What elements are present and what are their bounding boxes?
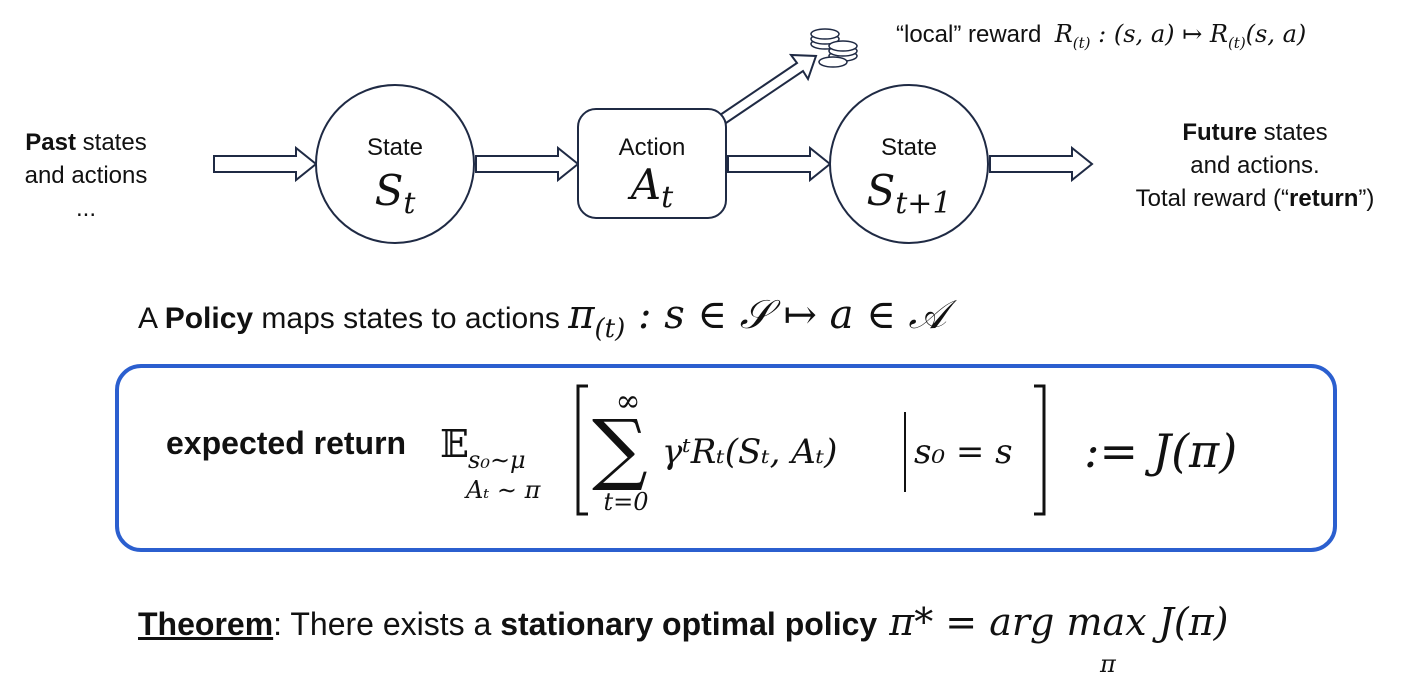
state-t-symbol: St — [374, 166, 416, 221]
sum-symbol: ∑ — [592, 404, 648, 494]
reward-formula: R(t) : (s, a) ↦ R(t)(s, a) — [1054, 20, 1307, 52]
policy-bold: Policy — [164, 302, 254, 335]
action-t-box — [577, 108, 727, 219]
sum-upper: ∞ — [615, 384, 641, 419]
policy-formula: π(t) : s ∈ 𝒮 ↦ a ∈ 𝒜 — [568, 292, 947, 344]
past-line1-rest: states — [76, 129, 147, 156]
theorem-bold: stationary optimal policy — [500, 606, 878, 642]
arrow-action-to-state — [727, 145, 832, 183]
expected-return-label: expected return — [166, 425, 407, 461]
policy-definition: A Policy maps states to actions π(t) : s… — [138, 292, 946, 344]
policy-text: maps states to actions — [253, 302, 569, 335]
local-reward-label: “local” reward — [896, 21, 1042, 48]
future-line3: Total reward (“return”) — [1135, 185, 1375, 212]
future-text: Future states and actions. Total reward … — [1110, 116, 1400, 215]
sum-lower: t=0 — [603, 488, 649, 516]
local-reward-text: “local” reward R(t) : (s, a) ↦ R(t)(s, a… — [896, 20, 1306, 52]
action-t-label: Action — [618, 134, 686, 161]
expected-return-box — [115, 364, 1337, 552]
state-t-label: State — [366, 134, 424, 161]
expectation-sub1: s₀∼μ — [468, 446, 526, 474]
argmax-sub: π — [1100, 650, 1116, 678]
past-text: Past states and actions ... — [6, 126, 166, 225]
past-bold: Past — [25, 129, 76, 156]
mdp-diagram: Past states and actions ... State St Act… — [0, 0, 1405, 270]
future-bold: Future — [1182, 119, 1257, 146]
coins-icon — [810, 28, 858, 68]
theorem-math: π* = arg max J(π) — [877, 600, 1229, 644]
past-line3: ... — [75, 195, 96, 222]
arrow-action-to-reward — [718, 53, 818, 125]
state-t1-label: State — [880, 134, 938, 161]
diagram-shapes — [213, 28, 1094, 244]
future-line1-rest: states — [1256, 119, 1328, 146]
arrow-state-to-future — [989, 145, 1094, 183]
definition: := J(π) — [1084, 424, 1238, 478]
arrow-state-to-action — [475, 145, 580, 183]
theorem-line: Theorem: There exists a stationary optim… — [138, 600, 1229, 644]
state-t-circle — [315, 84, 475, 244]
expectation-sub2: Aₜ ∼ π — [466, 476, 541, 504]
theorem-colon: : There exists a — [273, 606, 501, 642]
condition: s₀ = s — [914, 432, 1013, 472]
state-t1-symbol: St+1 — [866, 166, 952, 221]
arrow-past-to-state — [213, 145, 318, 183]
theorem-label: Theorem — [138, 606, 274, 642]
expectation-symbol: 𝔼 — [440, 422, 469, 466]
action-t-symbol: At — [630, 160, 674, 215]
summand: γᵗRₜ(Sₜ, Aₜ) — [662, 432, 838, 472]
state-t1-circle — [829, 84, 989, 244]
future-line2: and actions. — [1190, 152, 1320, 179]
policy-pre: A — [138, 302, 165, 335]
past-line2: and actions — [24, 162, 148, 189]
